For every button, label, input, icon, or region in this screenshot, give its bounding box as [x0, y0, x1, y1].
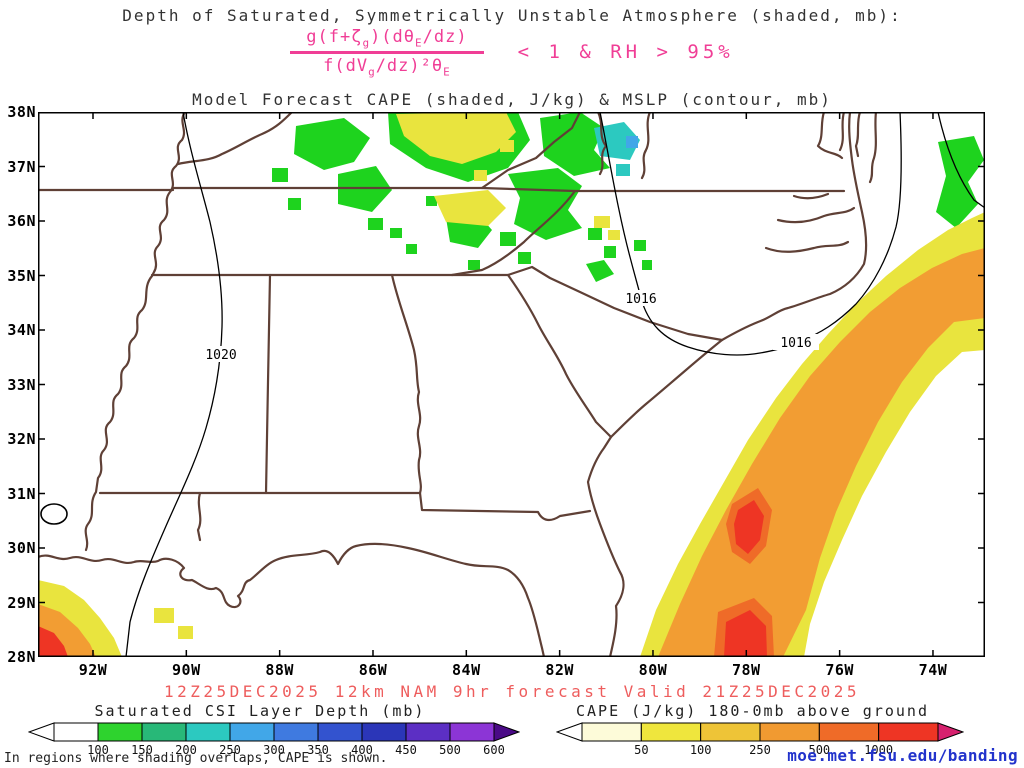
formula-fraction: g(f+ζg)(dθE/dz) f(dVg/dz)²θE [290, 27, 484, 79]
lat-axis-label: 34N [7, 321, 36, 339]
mississippi-river-border [84, 112, 187, 552]
lat-axis-label: 32N [7, 430, 36, 448]
contour-1020 [125, 112, 223, 657]
colorbar-tick-label: 400 [351, 743, 373, 757]
colorbar-tick-label: 1000 [864, 743, 894, 757]
csi-colorbar: 100 150 200 250 300 350 400 450 500 600 [27, 722, 521, 764]
mslp-contours [40, 112, 985, 657]
contour-label-1020: 1020 [205, 348, 236, 363]
forecast-map: 1020 1016 1016 [38, 112, 985, 657]
colorbar-tick-label: 450 [395, 743, 417, 757]
lon-axis-label: 80W [638, 661, 668, 679]
lon-axis-label: 84W [452, 661, 481, 679]
contour-label-1016-a: 1016 [625, 292, 656, 307]
nc-sc-border [506, 265, 724, 342]
colorbar-tick-label: 250 [219, 743, 241, 757]
colorbar-tick-label: 150 [131, 743, 153, 757]
lat-axis-label: 36N [7, 212, 36, 230]
colorbar-svg [555, 722, 965, 742]
csi-shading [272, 112, 984, 282]
pearl-river [196, 491, 202, 542]
nc-sounds [764, 192, 856, 253]
cape-shading [38, 212, 985, 657]
overlap-note: In regions where shading overlaps, CAPE … [4, 751, 388, 766]
tn-nc-border [450, 189, 577, 277]
lat-axis-label: 35N [7, 266, 36, 285]
map-frame [38, 112, 985, 657]
lat-axis-label: 33N [7, 375, 36, 394]
lat-axis-label: 38N [7, 103, 36, 121]
fraction-bar [290, 51, 484, 55]
colorbar-tick-label: 350 [307, 743, 329, 757]
lon-axis-label: 90W [172, 661, 201, 679]
contour-label-1016-b: 1016 [780, 336, 811, 351]
colorbar-svg [27, 722, 521, 742]
contour-labels: 1020 1016 1016 [198, 290, 819, 363]
lon-axis-label: 86W [358, 661, 388, 679]
colorbar-tick-label: 50 [634, 743, 649, 757]
contour-ne-corner [937, 112, 985, 209]
colorbar-tick-label: 100 [689, 743, 712, 757]
colorbar-tick-label: 500 [808, 743, 831, 757]
fl-ga-border [418, 491, 592, 522]
forecast-valid-line: 12Z25DEC2025 12km NAM 9hr forecast Valid… [163, 682, 861, 701]
subtitle: Model Forecast CAPE (shaded, J/kg) & MSL… [192, 90, 832, 109]
colorbar-tick-label: 600 [483, 743, 505, 757]
gulf-coastline [38, 542, 546, 657]
chesapeake-inlets [816, 112, 878, 184]
lat-axis-label: 28N [7, 648, 36, 666]
csi-criterion-formula: g(f+ζg)(dθE/dz) f(dVg/dz)²θE < 1 & RH > … [0, 27, 1024, 79]
lat-axis-label: 30N [7, 539, 36, 557]
formula-condition: < 1 & RH > 95% [517, 41, 734, 63]
colorbar-tick-label: 100 [87, 743, 109, 757]
ohio-river [176, 112, 294, 166]
al-ga-border [390, 273, 422, 495]
contour-1016 [599, 112, 902, 356]
formula-numerator: g(f+ζg)(dθE/dz) [306, 27, 468, 50]
csi-colorbar-title: Saturated CSI Layer Depth (mb) [94, 702, 426, 720]
cape-colorbar-title: CAPE (J/kg) 180-0mb above ground [576, 702, 929, 720]
colorbar-tick-label: 200 [175, 743, 197, 757]
lon-axis-label: 92W [78, 661, 108, 679]
ga-sc-border [506, 273, 613, 439]
formula-denominator: f(dVg/dz)²θE [323, 56, 451, 79]
closed-contour-low [40, 503, 68, 525]
ms-al-border [264, 273, 272, 495]
state-borders [38, 112, 878, 657]
cape-colorbar: 50 100 250 500 1000 [555, 722, 965, 764]
page-title: Depth of Saturated, Symmetrically Unstab… [122, 6, 902, 25]
colorbar-tick-label: 300 [263, 743, 285, 757]
atlantic-coastline [586, 112, 868, 657]
lon-axis-label: 88W [265, 661, 294, 679]
ky-va-border [480, 112, 582, 190]
colorbar-tick-label: 500 [439, 743, 461, 757]
lon-axis-label: 74W [918, 661, 948, 679]
ky-tn-va-nc-border [171, 186, 846, 193]
lon-axis-label: 78W [732, 661, 761, 679]
lat-axis-label: 29N [7, 593, 36, 612]
site-url-link[interactable]: moe.met.fsu.edu/banding [787, 746, 1018, 765]
lat-axis-label: 31N [7, 484, 36, 503]
lat-axis-label: 37N [7, 157, 36, 176]
lon-axis-label: 82W [545, 661, 574, 679]
colorbar-tick-label: 250 [749, 743, 771, 757]
lon-axis-label: 76W [825, 661, 854, 679]
